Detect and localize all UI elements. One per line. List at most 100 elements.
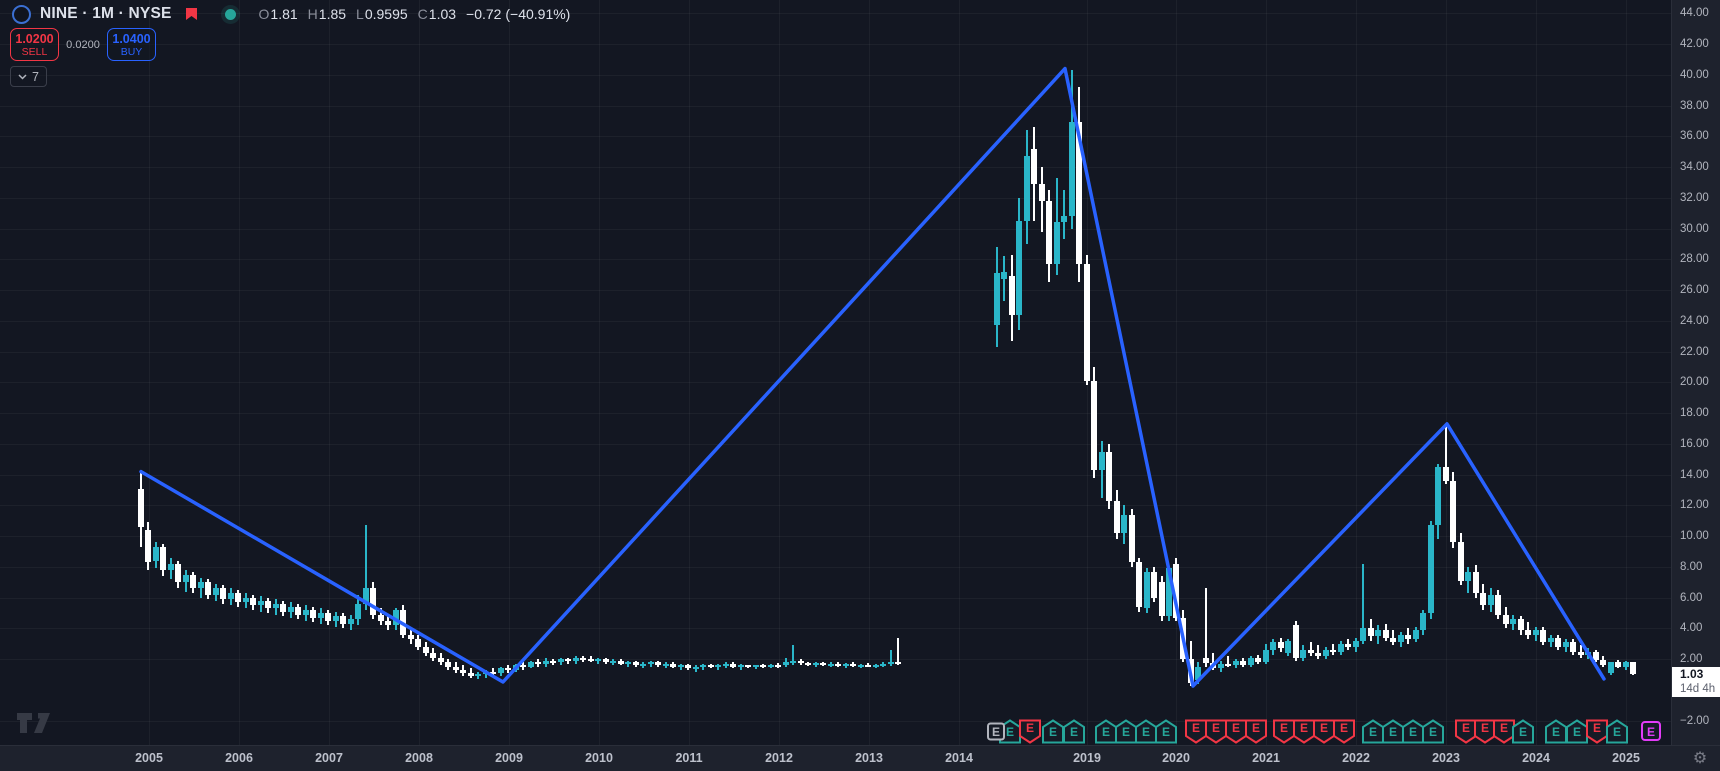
earnings-icon-down[interactable]: E <box>1493 719 1515 744</box>
earnings-icon-down[interactable]: E <box>1313 719 1335 744</box>
candle <box>595 659 601 662</box>
price-tick: 14.00 <box>1680 468 1709 481</box>
earnings-icon-down[interactable]: E <box>1019 719 1041 744</box>
svg-text:E: E <box>1192 721 1200 735</box>
svg-text:E: E <box>1369 725 1377 739</box>
symbol-title[interactable]: NINE · 1M · NYSE <box>40 5 172 22</box>
year-tick: 2022 <box>1342 751 1370 765</box>
candle <box>1248 658 1254 665</box>
candle <box>1091 380 1097 471</box>
candle <box>1039 183 1045 201</box>
flag-icon[interactable] <box>184 7 199 22</box>
earnings-icon-up[interactable]: E <box>1135 719 1157 744</box>
open-value: 1.81 <box>270 6 298 22</box>
earnings-icon-up[interactable]: E <box>1512 719 1534 744</box>
svg-text:E: E <box>1552 725 1560 739</box>
current-price-value: 1.03 <box>1680 667 1704 681</box>
candle <box>160 546 166 571</box>
gridline-vertical <box>869 0 870 745</box>
candle <box>633 662 639 666</box>
candle <box>1031 148 1037 184</box>
gridline-horizontal <box>0 13 1671 15</box>
earnings-icon-up[interactable]: E <box>1606 719 1628 744</box>
high-value: 1.85 <box>318 6 347 22</box>
candle <box>1285 640 1291 654</box>
candle <box>1405 634 1411 640</box>
candle <box>1503 614 1509 624</box>
earnings-icon-up[interactable]: E <box>1095 719 1117 744</box>
earnings-icon-down[interactable]: E <box>1273 719 1295 744</box>
candle <box>483 671 489 674</box>
year-tick: 2012 <box>765 751 793 765</box>
sell-button[interactable]: 1.0200 SELL <box>10 28 59 61</box>
candle <box>378 614 384 621</box>
year-tick: 2010 <box>585 751 613 765</box>
candle <box>1518 619 1524 631</box>
earnings-icon-down[interactable]: E <box>1586 719 1608 744</box>
earnings-icon-down[interactable]: E <box>1474 719 1496 744</box>
svg-text:E: E <box>1049 725 1057 739</box>
earnings-icon-up[interactable]: E <box>1362 719 1384 744</box>
earnings-icon-down[interactable]: E <box>1333 719 1355 744</box>
market-status-dot[interactable] <box>224 8 236 20</box>
earnings-icon-down[interactable]: E <box>1225 719 1247 744</box>
candle <box>798 660 804 664</box>
earnings-icon-magenta[interactable]: E <box>1640 719 1662 744</box>
candle <box>858 664 864 667</box>
settings-gear-icon[interactable]: ⚙ <box>1692 748 1708 767</box>
candle <box>790 660 796 663</box>
earnings-icon-up[interactable]: E <box>1422 719 1444 744</box>
candle <box>873 664 879 667</box>
candle <box>295 606 301 615</box>
earnings-icon-down[interactable]: E <box>1293 719 1315 744</box>
buy-button[interactable]: 1.0400 BUY <box>107 28 156 61</box>
time-scale[interactable]: 2005 2006 2007 2008 2009 2010 2011 2012 2013 2014… <box>0 745 1720 771</box>
candle <box>1240 660 1246 665</box>
tradingview-logo[interactable] <box>16 712 52 734</box>
year-tick: 2024 <box>1522 751 1550 765</box>
price-tick: 12.00 <box>1680 499 1709 512</box>
earnings-icon-down[interactable]: E <box>1185 719 1207 744</box>
candle <box>1353 640 1359 647</box>
candle <box>1600 660 1606 666</box>
candle <box>1144 571 1150 609</box>
earnings-icon-up[interactable]: E <box>1042 719 1064 744</box>
candle <box>340 616 346 624</box>
symbol-legend[interactable]: NINE · 1M · NYSE O1.81 H1.85 L0.9595 C1.… <box>12 3 570 25</box>
candle <box>1054 222 1060 264</box>
candle <box>835 663 841 666</box>
candle-wick <box>897 637 899 666</box>
bar-countdown: 14d 4h <box>1680 683 1716 695</box>
candle <box>183 574 189 583</box>
earnings-icon-up[interactable]: E <box>1115 719 1137 744</box>
earnings-icon-down[interactable]: E <box>1205 719 1227 744</box>
drawings-count-dropdown[interactable]: 7 <box>10 66 47 87</box>
earnings-icon-up[interactable]: E <box>1382 719 1404 744</box>
svg-text:E: E <box>1519 725 1527 739</box>
earnings-icon-up[interactable]: E <box>1402 719 1424 744</box>
earnings-icon-down[interactable]: E <box>1245 719 1267 744</box>
svg-text:E: E <box>1462 721 1470 735</box>
candle <box>813 663 819 666</box>
earnings-icon-gray[interactable]: E <box>985 719 1007 744</box>
price-scale[interactable]: 1.03 14d 4h 44.00 42.00 40.00 38.00 36.00 34.… <box>1671 0 1720 745</box>
year-tick: 2014 <box>945 751 973 765</box>
earnings-icon-up[interactable]: E <box>1155 719 1177 744</box>
candle <box>1009 276 1015 315</box>
svg-text:E: E <box>992 725 1000 739</box>
price-tick: 30.00 <box>1680 222 1709 235</box>
candle <box>828 663 834 666</box>
candle <box>175 563 181 583</box>
candle <box>1001 271 1007 280</box>
candle <box>760 665 766 668</box>
earnings-icon-up[interactable]: E <box>1566 719 1588 744</box>
gridline-horizontal <box>0 382 1671 384</box>
zigzag-trend-line[interactable] <box>0 0 1671 745</box>
earnings-icon-up[interactable]: E <box>1063 719 1085 744</box>
earnings-icon-down[interactable]: E <box>1455 719 1477 744</box>
gridline-horizontal <box>0 566 1671 568</box>
earnings-icon-up[interactable]: E <box>1545 719 1567 744</box>
candle <box>1308 650 1314 654</box>
candle <box>1159 582 1165 617</box>
